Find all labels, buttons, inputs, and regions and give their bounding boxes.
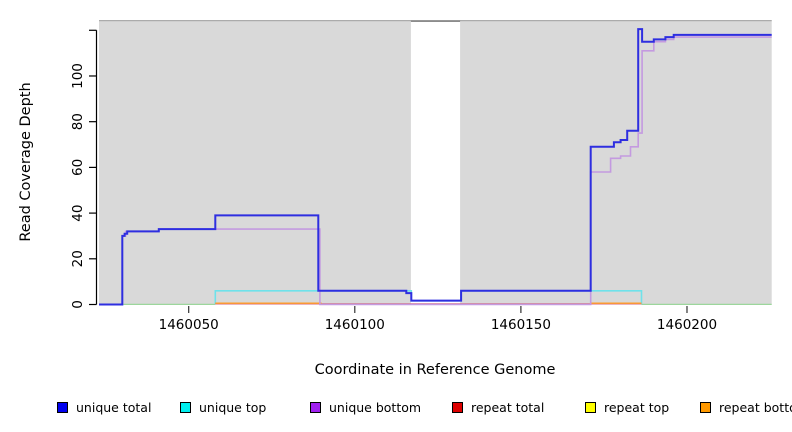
legend-label: unique top	[199, 399, 267, 415]
legend-item-unique-total: unique total	[57, 399, 151, 415]
x-axis-title: Coordinate in Reference Genome	[315, 362, 556, 378]
legend-label: repeat top	[604, 399, 670, 415]
y-tick-label: 0	[70, 300, 86, 309]
legend-swatch-unique-total	[57, 401, 68, 413]
x-tick-label: 1460100	[325, 317, 385, 333]
y-tick-label: 20	[70, 250, 86, 267]
legend-swatch-unique-bottom	[310, 401, 321, 413]
chart-canvas: 0 20 40 60 80 100 1460050 1460100 1460150 1460200…	[18, 20, 772, 378]
x-tick-label: 1460200	[657, 317, 717, 333]
legend-item-unique-bottom: unique bottom	[310, 399, 421, 415]
legend-label: repeat bottom	[719, 399, 792, 415]
legend-item-repeat-top: repeat top	[585, 399, 669, 415]
legend-label: unique total	[76, 399, 152, 415]
legend-item-unique-top: unique top	[180, 399, 266, 415]
series-line-unique-total	[99, 28, 772, 306]
masked-region	[410, 21, 461, 305]
legend-label: repeat total	[471, 399, 545, 415]
legend-item-repeat-bottom: repeat bottom	[700, 399, 792, 415]
legend-swatch-unique-top	[180, 401, 191, 413]
y-tick-label: 40	[70, 205, 86, 222]
legend-swatch-repeat-bottom	[700, 401, 711, 413]
y-tick-label: 80	[70, 113, 86, 130]
x-tick-label: 1460050	[159, 317, 219, 333]
legend-label: unique bottom	[329, 399, 422, 415]
legend-swatch-repeat-top	[585, 401, 596, 413]
y-tick-label: 60	[70, 159, 86, 176]
legend-swatch-repeat-total	[452, 401, 463, 413]
legend-item-repeat-total: repeat total	[452, 399, 544, 415]
y-tick-label: 100	[70, 63, 86, 89]
x-tick-label: 1460150	[491, 317, 551, 333]
y-axis-title: Read Coverage Depth	[18, 82, 34, 241]
chart-legend: unique total unique top unique bottom repea…	[0, 399, 792, 421]
